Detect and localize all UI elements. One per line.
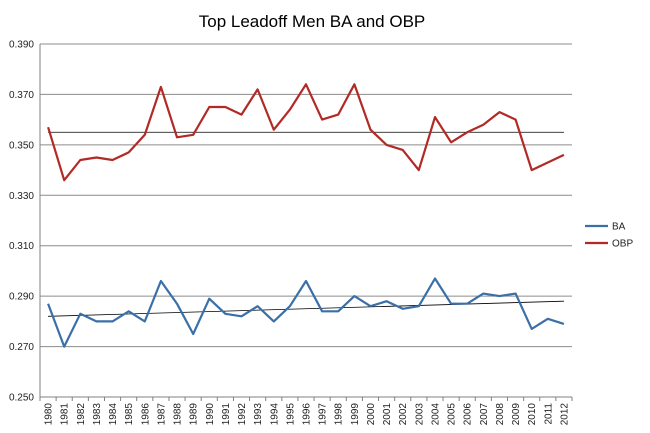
- x-tick-label: 1997: [318, 403, 329, 426]
- x-tick-label: 2003: [414, 403, 425, 426]
- x-tick-label: 2005: [447, 403, 458, 426]
- y-tick-label: 0.250: [9, 393, 34, 404]
- legend: BA OBP: [585, 222, 633, 250]
- legend-label-obp: OBP: [612, 239, 633, 250]
- trendlines: [48, 131, 564, 317]
- y-tick-label: 0.290: [9, 292, 34, 303]
- grid: [40, 43, 572, 398]
- x-tick-label: 2006: [463, 403, 474, 426]
- x-tick-label: 1985: [124, 403, 135, 426]
- y-tick-label: 0.310: [9, 241, 34, 252]
- chart-title: Top Leadoff Men BA and OBP: [199, 12, 426, 31]
- x-tick-label: 1988: [173, 403, 184, 426]
- y-tick-label: 0.370: [9, 90, 34, 101]
- y-tick-label: 0.390: [9, 40, 34, 51]
- x-tick-label: 1983: [92, 403, 103, 426]
- x-tick-label: 2012: [559, 403, 570, 426]
- x-tick-label: 1987: [156, 403, 167, 426]
- x-tick-label: 1999: [350, 403, 361, 426]
- x-tick-label: 2001: [382, 403, 393, 426]
- x-tick-label: 1994: [269, 403, 280, 426]
- x-tick-label: 1981: [60, 403, 71, 426]
- x-tick-label: 1990: [205, 403, 216, 426]
- legend-label-ba: BA: [612, 222, 626, 233]
- x-tick-label: 1995: [285, 403, 296, 426]
- x-tick-label: 2004: [430, 403, 441, 426]
- x-tick-label: 1989: [189, 403, 200, 426]
- x-tick-label: 1982: [76, 403, 87, 426]
- x-tick-label: 2002: [398, 403, 409, 426]
- y-tick-label: 0.350: [9, 140, 34, 151]
- series-lines: [47, 83, 565, 348]
- x-tick-label: 1986: [140, 403, 151, 426]
- x-tick-label: 1993: [253, 403, 264, 426]
- y-axis: 0.250 0.270 0.290 0.310 0.330 0.350 0.370 0.390: [9, 40, 41, 404]
- x-tick-label: 2010: [527, 403, 538, 426]
- x-tick-label: 2011: [543, 403, 554, 425]
- y-tick-label: 0.330: [9, 191, 34, 202]
- series-line-obp: [47, 83, 565, 182]
- x-axis: 1980 1981 1982 1983 1984 1985 1986 1987 1988 1989…: [39, 397, 573, 426]
- x-tick-label: 1984: [108, 403, 119, 426]
- x-tick-label: 1991: [221, 403, 232, 426]
- x-tick-label: 1996: [302, 403, 313, 426]
- x-tick-label: 2007: [479, 403, 490, 426]
- series-line-ba: [47, 277, 565, 348]
- x-tick-label: 1998: [334, 403, 345, 426]
- x-tick-label: 2009: [511, 403, 522, 426]
- x-tick-label: 2008: [495, 403, 506, 426]
- x-tick-label: 1980: [44, 403, 55, 426]
- y-tick-label: 0.270: [9, 342, 34, 353]
- x-tick-label: 1992: [237, 403, 248, 426]
- x-tick-label: 2000: [366, 403, 377, 426]
